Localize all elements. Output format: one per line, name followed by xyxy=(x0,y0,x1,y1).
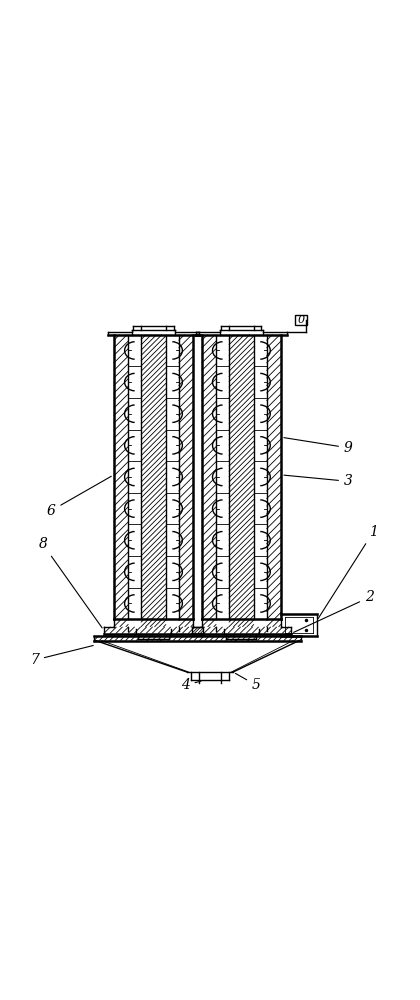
Text: 9: 9 xyxy=(284,438,353,455)
Bar xyxy=(295,315,307,325)
Text: 1: 1 xyxy=(318,525,378,618)
Text: 7: 7 xyxy=(30,646,93,667)
Text: 0: 0 xyxy=(297,315,304,325)
Text: 3: 3 xyxy=(284,474,353,488)
Text: 5: 5 xyxy=(236,673,261,692)
Text: 4: 4 xyxy=(181,678,201,692)
Text: 8: 8 xyxy=(38,537,102,628)
Text: 6: 6 xyxy=(47,476,111,518)
Text: 2: 2 xyxy=(294,590,374,632)
